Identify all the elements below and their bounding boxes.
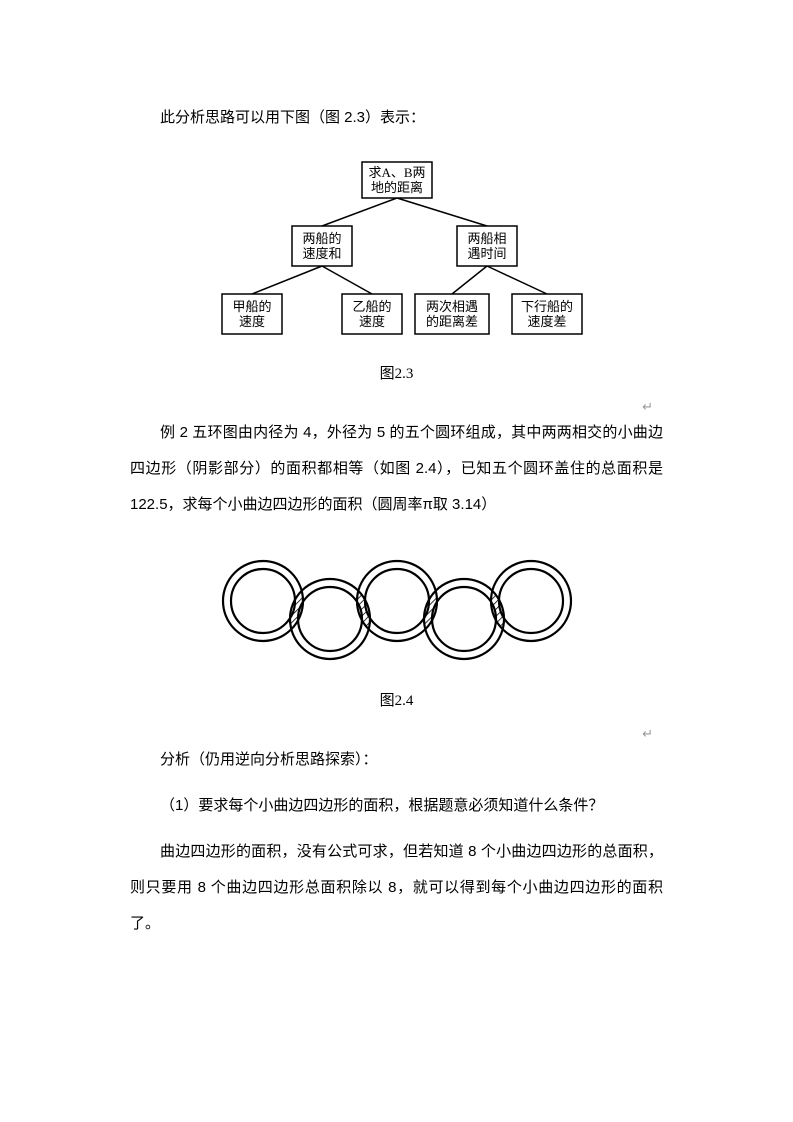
svg-text:乙船的: 乙船的 [352,299,391,314]
svg-text:地的距离: 地的距离 [370,180,422,195]
svg-text:速度: 速度 [238,314,264,329]
svg-text:求A、B两: 求A、B两 [368,165,425,180]
paragraph-mark-1: ↵ [130,399,653,415]
intro-line: 此分析思路可以用下图（图 2.3）表示： [130,100,663,136]
figure-2-4-caption: 图2.4 [130,689,663,710]
analysis-q1: （1）要求每个小曲边四边形的面积，根据题意必须知道什么条件？ [130,788,663,824]
svg-text:两船相: 两船相 [467,231,506,246]
svg-text:的距离差: 的距离差 [425,314,477,329]
analysis-a1: 曲边四边形的面积，没有公式可求，但若知道 8 个小曲边四边形的总面积，则只要用 … [130,834,663,942]
svg-text:下行船的: 下行船的 [520,299,572,314]
svg-text:遇时间: 遇时间 [467,246,506,261]
analysis-heading: 分析（仍用逆向分析思路探索）： [130,742,663,778]
svg-text:两船的: 两船的 [302,231,341,246]
svg-text:速度差: 速度差 [527,314,566,329]
example-2-text: 例 2 五环图由内径为 4，外径为 5 的五个圆环组成，其中两两相交的小曲边四边… [130,415,663,523]
svg-text:甲船的: 甲船的 [232,299,271,314]
figure-2-4 [203,541,591,681]
figure-2-3-caption: 图2.3 [130,362,663,383]
svg-text:速度: 速度 [358,314,384,329]
paragraph-mark-2: ↵ [130,726,653,742]
figure-2-3: 求A、B两 地的距离 两船的 速度和 两船相 遇时间 甲船的 速度 乙船的 速度… [197,154,597,354]
svg-text:速度和: 速度和 [302,246,341,261]
svg-text:两次相遇: 两次相遇 [425,299,477,314]
